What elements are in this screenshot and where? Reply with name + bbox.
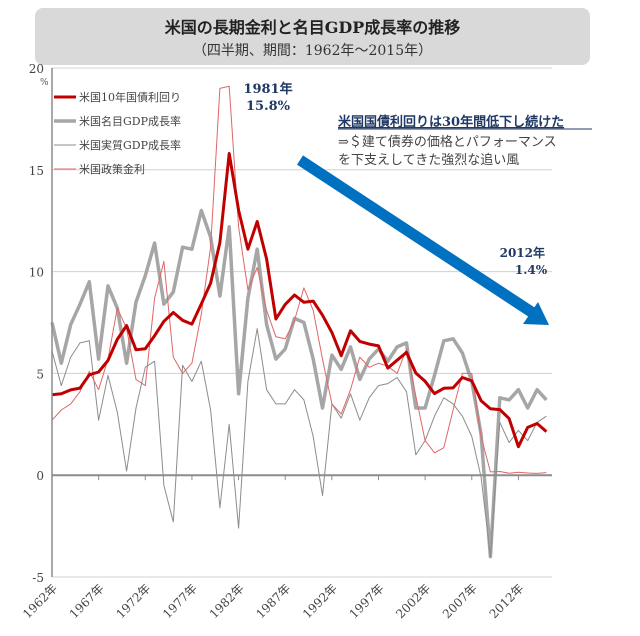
legend-label: 米国政策金利 bbox=[79, 162, 145, 176]
x-tick-label: 2012年 bbox=[487, 581, 527, 621]
title-box: 米国の長期金利と名目GDP成長率の推移 （四半期、期間：1962年～2015年） bbox=[35, 8, 590, 65]
legend-label: 米国実質GDP成長率 bbox=[79, 138, 181, 152]
peak-value-label: 15.8% bbox=[246, 99, 291, 114]
y-unit: % bbox=[40, 78, 49, 88]
series-line-2 bbox=[51, 328, 547, 558]
y-tick-label: -5 bbox=[32, 571, 44, 585]
chart-subtitle: （四半期、期間：1962年～2015年） bbox=[192, 43, 433, 59]
legend-label: 米国10年国債利回り bbox=[79, 90, 181, 104]
series-line-3 bbox=[51, 85, 547, 474]
y-tick-label: 20 bbox=[29, 62, 44, 76]
annotation-line-2: を下支えしてきた強烈な追い風 bbox=[338, 152, 519, 168]
x-tick-label: 2007年 bbox=[440, 581, 480, 621]
x-tick-label: 1992年 bbox=[300, 581, 340, 621]
y-tick-label: 10 bbox=[29, 266, 44, 280]
x-tick-label: 1997年 bbox=[347, 581, 387, 621]
legend-label: 米国名目GDP成長率 bbox=[79, 114, 181, 128]
y-tick-label: 5 bbox=[36, 367, 44, 381]
x-tick-label: 1962年 bbox=[20, 581, 60, 621]
y-tick-label: 0 bbox=[36, 469, 44, 483]
x-tick-label: 1977年 bbox=[160, 581, 200, 621]
series-line-1 bbox=[50, 208, 548, 559]
peak-year-label: 1981年 bbox=[243, 81, 292, 97]
series-line-0 bbox=[51, 152, 548, 449]
low-value-label: 1.4% bbox=[515, 263, 548, 277]
x-tick-label: 2002年 bbox=[393, 581, 433, 621]
annotation-line-1: ⇒＄建て債券の価格とパフォーマンス bbox=[338, 134, 557, 150]
low-year-label: 2012年 bbox=[500, 245, 545, 260]
x-tick-label: 1972年 bbox=[113, 581, 153, 621]
trend-arrow-shaft bbox=[296, 155, 540, 320]
y-tick-label: 15 bbox=[29, 164, 44, 178]
headline-annotation: 米国国債利回りは30年間低下し続けた bbox=[338, 114, 564, 130]
x-tick-label: 1987年 bbox=[253, 581, 293, 621]
chart-title: 米国の長期金利と名目GDP成長率の推移 bbox=[164, 18, 461, 37]
x-tick-label: 1982年 bbox=[207, 581, 247, 621]
x-tick-label: 1967年 bbox=[67, 581, 107, 621]
trend-arrow-head bbox=[523, 302, 549, 325]
